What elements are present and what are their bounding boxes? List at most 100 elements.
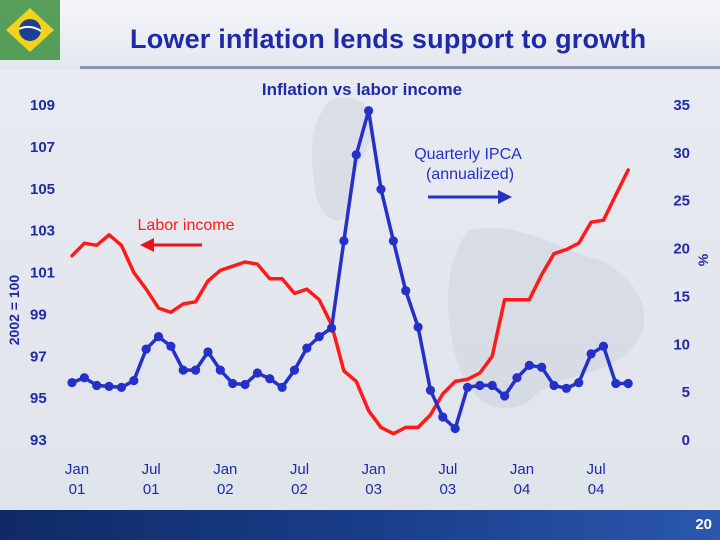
ipca-point [104,381,114,391]
ipca-point [388,236,398,246]
ipca-point [339,236,349,246]
ipca-point [166,341,176,351]
ipca-point [364,106,374,116]
ipca-annotation-line1: Quarterly IPCA [414,146,522,163]
left-tick-label: 103 [30,223,55,240]
ipca-point [413,322,423,332]
slide-header: Lower inflation lends support to growth [0,0,720,70]
ipca-point [438,412,448,422]
left-tick-label: 95 [30,390,47,407]
right-tick-label: 20 [673,241,690,258]
ipca-point [450,423,460,434]
inflation-labor-chart: Inflation vs labor income 10910710510310… [6,80,711,498]
left-tick-label: 97 [30,348,47,365]
ipca-point [265,374,275,384]
ipca-point [228,378,238,389]
x-tick-label-month: Jan [362,461,386,478]
ipca-point [67,377,77,388]
ipca-point [289,365,300,375]
ipca-point [574,377,584,388]
ipca-point [401,286,411,296]
ipca-point [586,349,596,359]
left-tick-label: 99 [30,306,47,323]
ipca-point [116,382,127,392]
ipca-point [129,376,139,386]
background-map [311,97,645,409]
ipca-point [141,344,151,354]
ipca-line [70,108,630,431]
right-tick-label: 25 [673,193,690,210]
left-tick-label: 109 [30,97,55,114]
ipca-point [376,184,386,194]
ipca-point [598,341,609,351]
ipca-point [351,150,361,160]
x-tick-label-year: 01 [69,481,86,498]
ipca-point [512,373,522,383]
ipca-point [487,380,497,391]
x-tick-label-month: Jan [213,461,237,478]
right-tick-label: 5 [682,384,690,401]
ipca-point [240,379,250,390]
right-tick-label: 15 [673,288,690,305]
ipca-point [425,385,436,395]
x-tick-label-month: Jan [65,461,89,478]
labor-income-line [70,168,630,436]
ipca-point [561,383,572,393]
x-tick-label-month: Jul [290,461,309,478]
series-layer [67,106,633,436]
right-axis-label: % [695,253,711,266]
x-tick-label-year: 02 [217,481,234,498]
ipca-annotation-line2: (annualized) [426,166,514,183]
left-tick-label: 101 [30,265,55,282]
ipca-point [537,362,547,372]
ipca-point [178,365,188,375]
brazil-flag-icon [0,0,60,60]
ipca-point [92,380,102,391]
right-arrow-icon [428,190,512,204]
ipca-point [302,343,312,353]
ipca-point [326,323,337,333]
ipca-point [475,380,485,391]
left-tick-label: 93 [30,432,47,449]
left-tick-label: 105 [30,181,55,198]
x-tick-label-month: Jul [587,461,606,478]
x-tick-label-month: Jul [142,461,161,478]
left-tick-label: 107 [30,139,55,156]
x-tick-label-year: 03 [365,481,382,498]
ipca-point [549,380,559,391]
ipca-point [215,365,225,375]
x-tick-label-month: Jan [510,461,534,478]
ipca-point [524,360,534,370]
ipca-point [79,373,89,383]
ipca-point [623,378,633,389]
right-tick-label: 10 [673,336,690,353]
x-tick-label-month: Jul [438,461,457,478]
title-divider [80,66,720,69]
right-tick-label: 0 [682,432,690,449]
ipca-point [500,391,510,401]
left-axis-label: 2002 = 100 [6,275,22,346]
ipca-point [314,332,324,342]
ipca-point [611,378,621,389]
x-axis-ticks: Jan 01 Jul 01 Jan 02 Jul 02 Jan 03 Jul 03 Jan 04 Jul 04 [65,461,606,498]
chart-title: Inflation vs labor income [262,80,462,99]
ipca-point [191,365,201,375]
x-tick-label-year: 04 [514,481,531,498]
x-tick-label-year: 02 [291,481,308,498]
ipca-point [153,332,164,342]
ipca-point [277,382,287,392]
labor-income-annotation: Labor income [138,217,235,234]
ipca-point [462,382,473,392]
page-number: 20 [695,516,712,533]
x-tick-label-year: 04 [588,481,605,498]
right-axis-ticks: 35 30 25 20 15 10 5 0 [673,97,690,449]
ipca-point [203,347,213,357]
left-axis-ticks: 109 107 105 103 101 99 97 95 93 [30,97,55,449]
x-tick-label-year: 01 [143,481,160,498]
ipca-point [252,368,262,378]
slide-title: Lower inflation lends support to growth [130,24,647,54]
right-tick-label: 35 [673,97,690,114]
x-tick-label-year: 03 [439,481,456,498]
right-tick-label: 30 [673,145,690,162]
slide-footer: 20 [0,510,720,540]
